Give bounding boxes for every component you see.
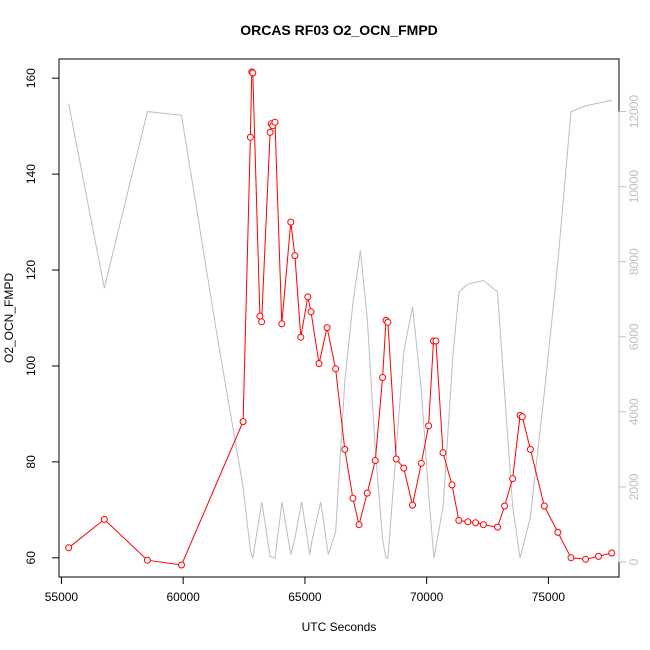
y-tick-label: 80: [24, 455, 38, 469]
data-point: [501, 502, 509, 510]
y2-tick-label: 10000: [627, 170, 641, 204]
y-axis-title: O2_OCN_FMPD: [2, 273, 16, 363]
data-point: [332, 365, 340, 373]
data-point: [278, 320, 286, 328]
data-point: [297, 333, 305, 341]
data-point: [341, 445, 349, 453]
data-point: [448, 481, 456, 489]
x-tick-label: 70000: [410, 590, 444, 604]
data-point: [349, 494, 357, 502]
data-point: [464, 518, 472, 526]
altitude-line: [68, 99, 612, 559]
secondary-series-layer: [68, 99, 612, 559]
data-point: [554, 528, 562, 536]
data-point: [363, 489, 371, 497]
data-point: [379, 374, 387, 381]
data-point: [271, 118, 279, 126]
data-point: [392, 455, 400, 463]
data-point: [494, 523, 501, 531]
o2-line: [68, 70, 612, 566]
data-point: [371, 457, 379, 464]
data-point: [567, 554, 575, 562]
data-point: [409, 501, 416, 509]
data-point: [608, 549, 616, 557]
data-point: [304, 293, 312, 301]
data-point: [249, 69, 257, 77]
data-point: [595, 552, 602, 560]
data-point: [540, 502, 548, 510]
data-point: [246, 133, 254, 141]
y2-tick-label: 4000: [627, 398, 641, 425]
data-point: [291, 252, 299, 260]
y-tick-label: 160: [24, 68, 38, 88]
data-point: [439, 449, 447, 457]
data-point: [509, 475, 517, 483]
data-point: [582, 555, 590, 563]
data-point: [384, 318, 392, 326]
y2-tick-label: 0: [627, 558, 641, 565]
y-tick-label: 140: [24, 164, 38, 184]
data-point: [355, 521, 363, 529]
data-point: [417, 459, 425, 467]
chart-title: ORCAS RF03 O2_OCN_FMPD: [240, 22, 438, 38]
data-point: [518, 413, 526, 421]
data-point: [258, 318, 266, 326]
data-point: [455, 516, 463, 524]
x-tick-label: 55000: [45, 590, 79, 604]
data-point: [472, 519, 480, 527]
data-point: [315, 360, 323, 368]
data-point: [432, 337, 440, 345]
data-point: [256, 312, 264, 320]
y2-tick-label: 8000: [627, 248, 641, 275]
data-point: [100, 515, 108, 523]
x-tick-label: 75000: [532, 590, 566, 604]
data-point: [266, 128, 274, 136]
x-tick-label: 60000: [166, 590, 200, 604]
data-point: [479, 521, 487, 529]
data-point: [287, 218, 295, 226]
y-tick-label: 60: [24, 551, 38, 565]
data-point: [65, 544, 73, 552]
y-tick-label: 100: [24, 356, 38, 376]
data-point: [143, 556, 151, 564]
y2-tick-label: 12000: [627, 95, 641, 129]
data-point: [425, 422, 433, 430]
data-point: [307, 308, 315, 316]
x-tick-label: 65000: [288, 590, 322, 604]
x-axis-title: UTC Seconds: [302, 620, 377, 634]
y2-tick-label: 2000: [627, 473, 641, 500]
data-point: [323, 324, 331, 332]
y2-tick-label: 6000: [627, 323, 641, 350]
primary-series-layer: [65, 68, 616, 569]
plot-frame: [58, 58, 620, 578]
data-point: [526, 445, 534, 453]
data-point: [400, 464, 408, 472]
data-point: [178, 561, 185, 569]
y-tick-label: 120: [24, 260, 38, 280]
axes-layer: 55000 60000 65000 70000 75000608010012014016…: [24, 68, 641, 604]
data-point: [239, 418, 247, 426]
